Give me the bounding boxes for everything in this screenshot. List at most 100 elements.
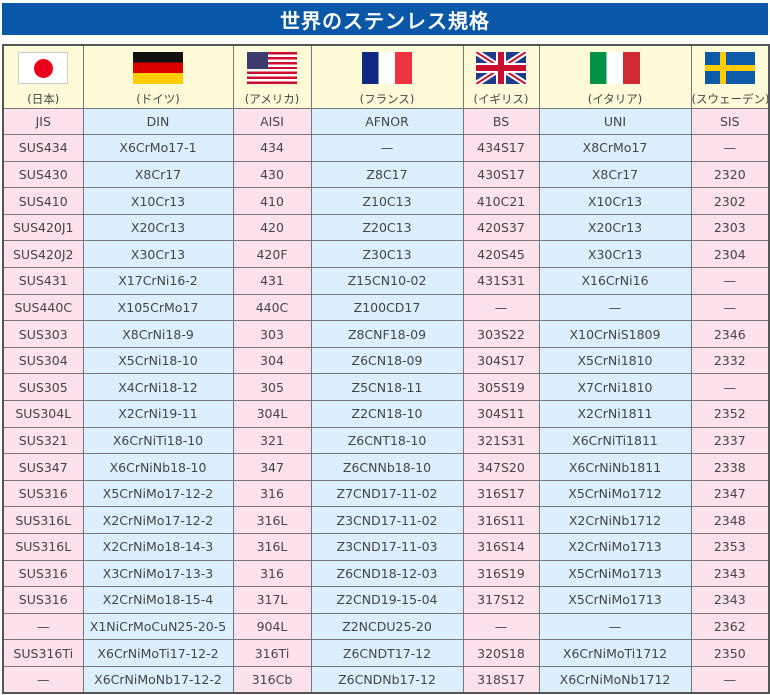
country-header: (スウェーデン) (690, 44, 770, 109)
usa-flag-icon (247, 52, 297, 87)
germany-flag-icon (133, 52, 183, 87)
grade-cell: SUS430 (2, 160, 84, 189)
grade-cell: 2347 (690, 479, 770, 508)
country-name: (スウェーデン) (691, 92, 769, 106)
grade-cell: X5CrNi1810 (538, 346, 692, 375)
grade-cell: X6CrNiMoTi1712 (538, 639, 692, 667)
grade-cell: 2304 (690, 240, 770, 269)
grade-cell: Z2CND19-15-04 (310, 586, 464, 614)
table-row: SUS434 X6CrMo17-1 434—434S17 X8CrMo17— (2, 134, 770, 162)
grade-cell: 434S17 (462, 134, 540, 162)
grade-cell: — (690, 665, 770, 694)
grade-cell: X30Cr13 (82, 240, 234, 269)
grade-cell: 2343 (690, 559, 770, 588)
country-header: (イギリス) (462, 44, 540, 109)
grade-cell: X10Cr13 (82, 187, 234, 215)
stainless-standards-table: (日本) (ドイツ) (アメリカ) (フランス) (イギリス) (イタリア) (スウェーデン… (2, 44, 770, 695)
grade-cell: 434 (232, 134, 312, 162)
table-row: SUS410 X10Cr13 410 Z10C13 410C21 X10Cr13 2302 (2, 187, 770, 215)
grade-cell: — (538, 612, 692, 641)
grade-cell: Z10C13 (310, 187, 464, 215)
country-header: (イタリア) (538, 44, 692, 109)
grade-cell: X3CrNiMo17-13-3 (82, 559, 234, 588)
table-row: SUS420J1 X20Cr13 420 Z20C13 420S37 X20Cr13 230… (2, 213, 770, 242)
grade-cell: X1NiCrMoCuN25-20-5 (82, 612, 234, 641)
standard-name: AFNOR (310, 107, 464, 136)
grade-cell: X8CrNi18-9 (82, 320, 234, 348)
page-title: 世界のステンレス規格 (2, 3, 768, 35)
country-name: (アメリカ) (244, 92, 300, 106)
grade-cell: X30Cr13 (538, 240, 692, 269)
grade-cell: 316Ti (232, 639, 312, 667)
grade-cell: Z20C13 (310, 213, 464, 242)
grade-cell: SUS304 (2, 346, 84, 375)
country-header: (日本) (2, 44, 84, 109)
grade-cell: 430 (232, 160, 312, 189)
grade-cell: Z15CN10-02 (310, 267, 464, 295)
grade-cell: 420S37 (462, 213, 540, 242)
sweden-flag-icon (704, 52, 755, 87)
grade-cell: 2350 (690, 639, 770, 667)
grade-cell: — (690, 134, 770, 162)
grade-cell: Z7CND17-11-02 (310, 479, 464, 508)
grade-cell: X8Cr17 (538, 160, 692, 189)
grade-cell: Z2CN18-10 (310, 400, 464, 428)
grade-cell: Z6CNNb18-10 (310, 453, 464, 481)
grade-cell: 904L (232, 612, 312, 641)
grade-cell: 2303 (690, 213, 770, 242)
grade-cell: 316Cb (232, 665, 312, 694)
grade-cell: 2302 (690, 187, 770, 215)
grade-cell: X16CrNi16 (538, 267, 692, 295)
grade-cell: Z6CN18-09 (310, 346, 464, 375)
grade-cell: 317S12 (462, 586, 540, 614)
grade-cell: 316 (232, 479, 312, 508)
grade-cell: X2CrNi1811 (538, 400, 692, 428)
grade-cell: SUS316L (2, 533, 84, 561)
grade-cell: 316S11 (462, 506, 540, 534)
grade-cell: 440C (232, 293, 312, 322)
grade-cell: 304L (232, 400, 312, 428)
table-row: SUS316 X2CrNiMo18-15-4 317L Z2CND19-15-04 31… (2, 586, 770, 614)
italy-flag-icon (590, 52, 640, 87)
grade-cell: 318S17 (462, 665, 540, 694)
grade-cell: SUS434 (2, 134, 84, 162)
uk-flag-icon (476, 52, 526, 87)
grade-cell: X6CrNiMoNb17-12-2 (82, 665, 234, 694)
grade-cell: X17CrNi16-2 (82, 267, 234, 295)
grade-cell: SUS420J2 (2, 240, 84, 269)
grade-cell: 316 (232, 559, 312, 588)
grade-cell: X5CrNiMo1713 (538, 586, 692, 614)
grade-cell: 316L (232, 506, 312, 534)
grade-cell: X5CrNiMo1713 (538, 559, 692, 588)
table-row: SUS316Ti X6CrNiMoTi17-12-2 316Ti Z6CNDT17-1… (2, 639, 770, 667)
grade-cell: Z8CNF18-09 (310, 320, 464, 348)
grade-cell: X2CrNiNb1712 (538, 506, 692, 534)
grade-cell: — (2, 612, 84, 641)
table-row: — X6CrNiMoNb17-12-2 316Cb Z6CNDNb17-12 318S1… (2, 665, 770, 694)
grade-cell: 410 (232, 187, 312, 215)
standard-name: UNI (538, 107, 692, 136)
grade-cell: 304S17 (462, 346, 540, 375)
grade-cell: 320S18 (462, 639, 540, 667)
grade-cell: X2CrNiMo1713 (538, 533, 692, 561)
table-row: SUS316 X5CrNiMo17-12-2 316 Z7CND17-11-02 316… (2, 479, 770, 508)
grade-cell: 2346 (690, 320, 770, 348)
grade-cell: 316S14 (462, 533, 540, 561)
grade-cell: Z30C13 (310, 240, 464, 269)
grade-cell: SUS347 (2, 453, 84, 481)
grade-cell: X5CrNiMo17-12-2 (82, 479, 234, 508)
country-name: (ドイツ) (136, 92, 180, 106)
grade-cell: SUS410 (2, 187, 84, 215)
grade-cell: — (690, 373, 770, 402)
grade-cell: SUS431 (2, 267, 84, 295)
table-row: SUS321 X6CrNiTi18-10 321 Z6CNT18-10 321S31 X6… (2, 426, 770, 455)
grade-cell: 2343 (690, 586, 770, 614)
table-row: SUS304 X5CrNi18-10 304 Z6CN18-09 304S17 X5CrN… (2, 346, 770, 375)
grade-cell: — (310, 134, 464, 162)
grade-cell: 420S45 (462, 240, 540, 269)
grade-cell: 2332 (690, 346, 770, 375)
country-name: (フランス) (359, 92, 415, 106)
country-name: (日本) (27, 92, 60, 106)
grade-cell: X5CrNi18-10 (82, 346, 234, 375)
grade-cell: Z100CD17 (310, 293, 464, 322)
